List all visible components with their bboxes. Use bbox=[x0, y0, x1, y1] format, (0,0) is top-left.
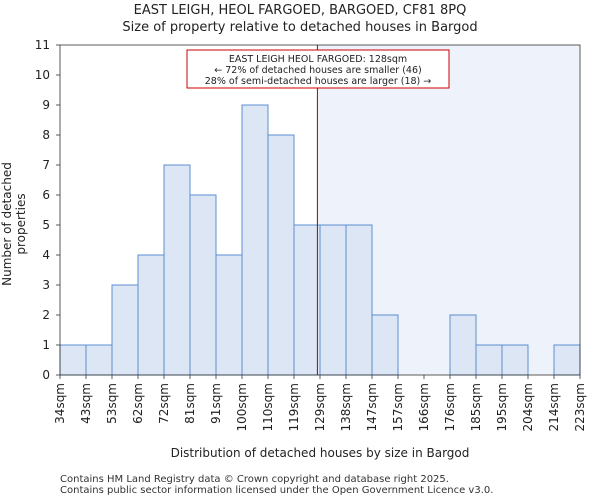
x-tick-label: 34sqm bbox=[53, 383, 67, 424]
y-tick-label: 10 bbox=[35, 68, 50, 82]
y-tick-label: 11 bbox=[35, 38, 50, 52]
histogram-bar bbox=[59, 344, 87, 376]
x-tick-label: 110sqm bbox=[261, 383, 275, 431]
y-tick-label: 3 bbox=[42, 278, 50, 292]
y-tick-label: 5 bbox=[42, 218, 50, 232]
x-tick-label: 147sqm bbox=[365, 383, 379, 431]
y-tick-label: 8 bbox=[42, 128, 50, 142]
histogram-bar bbox=[137, 254, 165, 376]
x-tick-label: 138sqm bbox=[339, 383, 353, 431]
histogram-bar bbox=[501, 344, 529, 376]
x-tick-label: 195sqm bbox=[495, 383, 509, 431]
x-tick-label: 129sqm bbox=[313, 383, 327, 431]
histogram-bar bbox=[553, 344, 581, 376]
y-tick-label: 4 bbox=[42, 248, 50, 262]
histogram-bar bbox=[449, 314, 477, 376]
y-axis-label: Number of detached properties bbox=[0, 162, 28, 286]
x-tick-label: 91sqm bbox=[209, 383, 223, 424]
x-tick-label: 204sqm bbox=[521, 383, 535, 431]
annotation-line-2: ← 72% of detached houses are smaller (46… bbox=[214, 65, 421, 76]
x-tick-label: 81sqm bbox=[183, 383, 197, 424]
y-tick-label: 9 bbox=[42, 98, 50, 112]
x-tick-label: 72sqm bbox=[157, 383, 171, 424]
x-tick-label: 100sqm bbox=[235, 383, 249, 431]
histogram-bar bbox=[189, 194, 217, 376]
y-tick-label: 6 bbox=[42, 188, 50, 202]
x-tick-label: 185sqm bbox=[469, 383, 483, 431]
histogram-bar bbox=[371, 314, 399, 376]
annotation-line-3: 28% of semi-detached houses are larger (… bbox=[205, 76, 432, 87]
histogram-bar bbox=[215, 254, 243, 376]
histogram-bar bbox=[267, 134, 295, 376]
histogram-bar bbox=[163, 164, 191, 376]
histogram-bar bbox=[293, 224, 321, 376]
x-axis-label: Distribution of detached houses by size … bbox=[170, 446, 470, 460]
x-tick-label: 176sqm bbox=[443, 383, 457, 431]
annotation-frame bbox=[186, 49, 450, 89]
footer-licence-line: Contains public sector information licen… bbox=[60, 485, 494, 496]
chart-subtitle: Size of property relative to detached ho… bbox=[122, 20, 478, 35]
histogram-bar bbox=[345, 224, 373, 376]
x-tick-label: 62sqm bbox=[131, 383, 145, 424]
x-tick-label: 214sqm bbox=[547, 383, 561, 431]
chart-title: EAST LEIGH, HEOL FARGOED, BARGOED, CF81 … bbox=[133, 3, 467, 18]
histogram-bar bbox=[85, 344, 113, 376]
histogram-bar bbox=[319, 224, 347, 376]
y-tick-label: 2 bbox=[42, 308, 50, 322]
x-tick-label: 43sqm bbox=[79, 383, 93, 424]
x-tick-label: 157sqm bbox=[391, 383, 405, 431]
histogram-bar bbox=[111, 284, 139, 376]
y-tick-label: 7 bbox=[42, 158, 50, 172]
histogram-bar bbox=[475, 344, 503, 376]
x-tick-label: 223sqm bbox=[573, 383, 587, 431]
histogram-bar bbox=[241, 104, 269, 376]
y-tick-label: 0 bbox=[42, 368, 50, 382]
footer-copyright-line: Contains HM Land Registry data © Crown c… bbox=[60, 474, 449, 485]
property-annotation-box: EAST LEIGH HEOL FARGOED: 128sqm ← 72% of… bbox=[186, 49, 450, 89]
x-tick-label: 119sqm bbox=[287, 383, 301, 431]
y-tick-label: 1 bbox=[42, 338, 50, 352]
x-tick-label: 166sqm bbox=[417, 383, 431, 431]
annotation-line-1: EAST LEIGH HEOL FARGOED: 128sqm bbox=[229, 54, 407, 65]
x-tick-label: 53sqm bbox=[105, 383, 119, 424]
